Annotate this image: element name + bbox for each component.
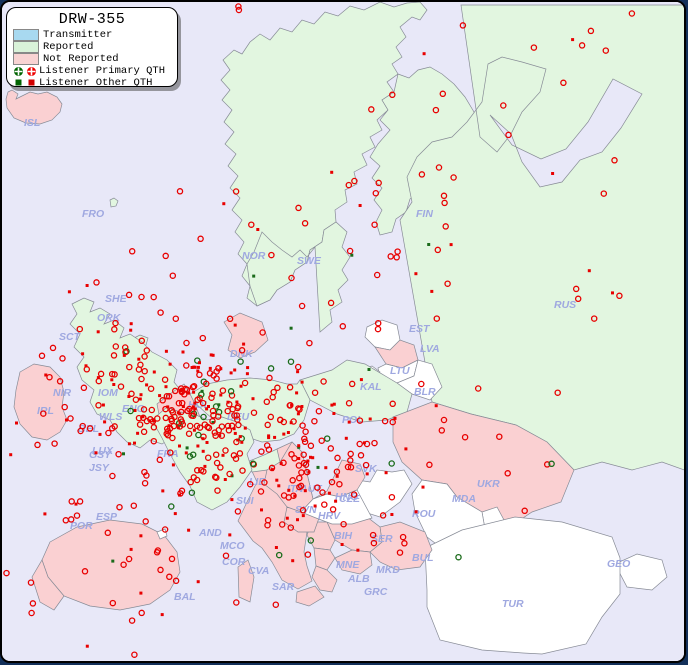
svg-text:LUX: LUX <box>92 445 114 457</box>
svg-text:MCO: MCO <box>220 540 245 552</box>
svg-text:SWE: SWE <box>297 255 322 267</box>
svg-text:GRC: GRC <box>364 586 388 598</box>
svg-text:FIN: FIN <box>416 208 433 220</box>
svg-text:ALB: ALB <box>347 573 370 585</box>
svg-text:SER: SER <box>371 533 393 545</box>
svg-text:LVA: LVA <box>420 343 440 355</box>
svg-text:WLS: WLS <box>99 411 122 423</box>
svg-text:EST: EST <box>409 323 431 335</box>
svg-text:JSY: JSY <box>89 462 110 474</box>
svg-text:MNE: MNE <box>336 559 360 571</box>
svg-text:NIR: NIR <box>53 387 72 399</box>
svg-text:SCT: SCT <box>59 331 82 343</box>
svg-text:ESP: ESP <box>96 511 118 523</box>
svg-text:POL: POL <box>342 414 364 426</box>
svg-text:DNK: DNK <box>230 348 254 360</box>
svg-text:LTU: LTU <box>390 365 410 377</box>
svg-text:RUS: RUS <box>554 299 576 311</box>
svg-text:FRO: FRO <box>82 208 104 220</box>
svg-text:POR: POR <box>70 520 93 532</box>
svg-text:MDA: MDA <box>452 493 476 505</box>
svg-text:TUR: TUR <box>502 598 524 610</box>
svg-text:BUL: BUL <box>412 552 434 564</box>
svg-text:NOR: NOR <box>242 250 266 262</box>
svg-text:KAL: KAL <box>360 381 382 393</box>
svg-text:GEO: GEO <box>607 558 630 570</box>
svg-text:SHE: SHE <box>105 293 128 305</box>
svg-text:BAL: BAL <box>174 591 196 603</box>
svg-text:HRV: HRV <box>318 510 341 522</box>
svg-text:ISL: ISL <box>24 117 40 129</box>
svg-text:CZE: CZE <box>339 493 361 505</box>
svg-text:SUI: SUI <box>236 495 255 507</box>
svg-text:BLR: BLR <box>414 386 436 398</box>
svg-text:MKD: MKD <box>376 564 400 576</box>
svg-text:SAR: SAR <box>272 581 295 593</box>
svg-text:BIH: BIH <box>334 530 353 542</box>
svg-text:ROU: ROU <box>412 508 436 520</box>
svg-text:IOM: IOM <box>98 387 118 399</box>
svg-text:UKR: UKR <box>477 478 500 490</box>
svg-text:AND: AND <box>198 527 222 539</box>
svg-text:CVA: CVA <box>248 565 269 577</box>
